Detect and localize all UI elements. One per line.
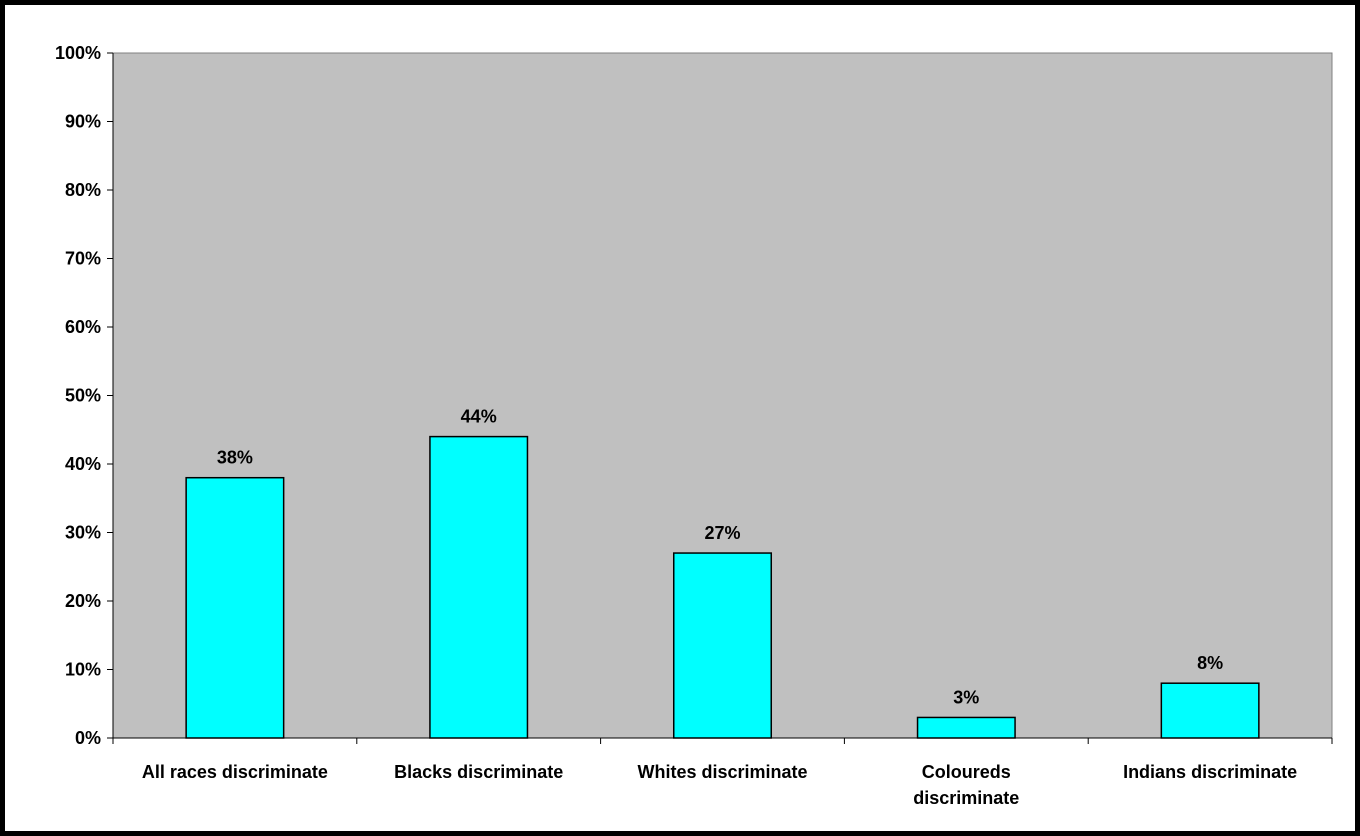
y-tick-label: 30% xyxy=(65,523,101,543)
x-category-label: Coloureds xyxy=(922,762,1011,782)
x-category-label: discriminate xyxy=(913,788,1019,808)
data-label: 3% xyxy=(953,687,979,707)
data-label: 44% xyxy=(461,407,497,427)
bar xyxy=(429,435,529,739)
y-tick-label: 20% xyxy=(65,591,101,611)
y-tick-label: 50% xyxy=(65,386,101,406)
y-tick-label: 60% xyxy=(65,317,101,337)
y-tick-label: 70% xyxy=(65,249,101,269)
y-tick-label: 0% xyxy=(75,728,101,748)
bar xyxy=(916,716,1016,739)
data-label: 27% xyxy=(704,523,740,543)
bar xyxy=(1160,682,1260,739)
y-tick-label: 100% xyxy=(55,43,101,63)
x-category-label: Whites discriminate xyxy=(637,762,807,782)
x-category-label: Blacks discriminate xyxy=(394,762,563,782)
data-label: 8% xyxy=(1197,653,1223,673)
y-tick-label: 10% xyxy=(65,660,101,680)
y-tick-label: 90% xyxy=(65,112,101,132)
bar xyxy=(672,552,773,739)
bar xyxy=(185,476,285,739)
x-category-label: All races discriminate xyxy=(142,762,328,782)
y-tick-label: 80% xyxy=(65,180,101,200)
y-tick-label: 40% xyxy=(65,454,101,474)
x-category-label: Indians discriminate xyxy=(1123,762,1297,782)
data-label: 38% xyxy=(217,448,253,468)
